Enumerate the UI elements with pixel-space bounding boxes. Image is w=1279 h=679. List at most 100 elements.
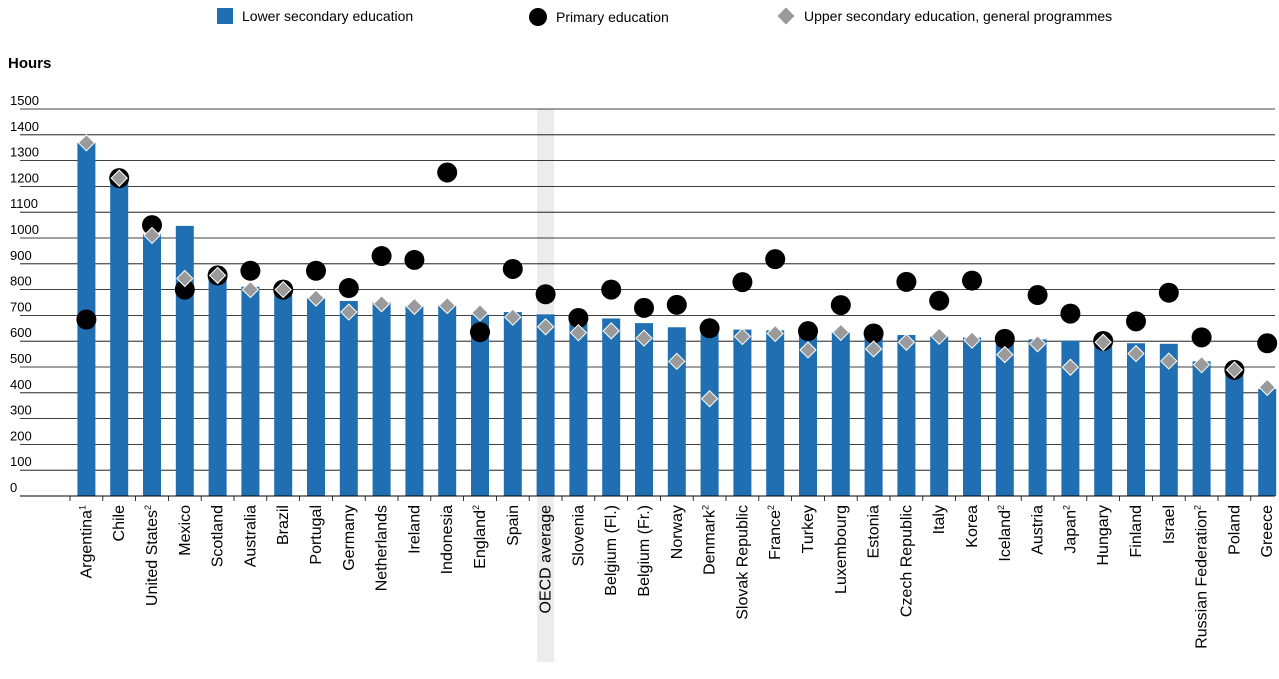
legend-label-lower-secondary: Lower secondary education [242,8,414,24]
bar [1225,369,1244,496]
x-tick-label: Mexico [177,505,194,556]
upper-secondary-diamond [536,318,555,336]
bar [274,289,293,496]
upper-secondary-diamond [930,327,948,346]
bar [438,305,457,496]
bar [503,312,522,496]
primary-dot [1126,311,1146,332]
x-tick-label: Italy [931,505,948,534]
legend-swatch-bar [217,8,233,24]
x-tick-label-footnote: 2 [1061,505,1071,510]
bar [339,300,358,496]
x-tick-label-footnote: 2 [766,505,776,510]
legend-label-primary: Primary education [556,9,669,25]
x-tick-label-footnote: 2 [471,505,481,510]
primary-dot [798,321,818,342]
bar [635,323,653,496]
y-tick-label: 1000 [10,222,39,237]
upper-secondary-diamond [143,226,161,245]
upper-secondary-diamond [208,266,227,285]
x-tick-label: Brazil [275,505,292,545]
bar [667,327,686,496]
bar [1094,340,1113,496]
y-tick-label: 0 [10,480,17,495]
x-tick-label: Norway [669,505,686,559]
bar [799,333,817,496]
primary-dot [863,323,884,344]
x-tick-label: Indonesia [439,505,456,574]
upper-secondary-diamond [1094,333,1112,351]
bar [208,275,227,496]
primary-dot [666,294,687,315]
x-tick-label: Belgium (Fl.) [603,505,620,596]
primary-dot [601,279,622,300]
y-tick-label: 1400 [10,119,39,134]
upper-secondary-diamond [963,331,981,349]
primary-dot [1027,285,1048,306]
x-tick-label-footnote: 1 [77,505,87,510]
primary-dot [535,284,556,305]
bar [1127,343,1145,496]
upper-secondary-diamond [766,324,784,343]
x-tick-label: Germany [341,505,358,571]
upper-secondary-diamond [471,304,489,322]
y-tick-label: 1300 [10,145,39,160]
bar [471,314,489,496]
primary-dot [634,297,654,318]
x-tick-label: OECD average [538,505,555,614]
y-tick-label: 1200 [10,170,39,185]
y-tick-label: 1500 [10,93,39,108]
upper-secondary-diamond [996,345,1014,364]
primary-dot [732,272,753,293]
x-tick-label-footnote: 2 [143,505,153,510]
primary-dot [76,309,97,330]
bar [1061,340,1080,496]
primary-dot [174,279,195,300]
upper-secondary-diamond [733,327,752,346]
upper-secondary-diamond [700,390,719,408]
primary-dot [962,270,982,291]
bar [700,328,719,496]
x-tick-label: France2 [766,505,784,560]
bar [831,332,850,496]
x-tick-label: Hungary [1095,505,1112,565]
primary-dot [306,260,326,281]
bar [897,335,916,496]
bar [110,178,129,497]
y-axis-title: Hours [8,55,52,72]
x-tick-label: Israel [1161,505,1178,544]
upper-secondary-diamond [438,296,456,315]
y-tick-label: 100 [10,454,32,469]
x-tick-label: Russian Federation2 [1193,505,1211,649]
primary-dot [830,295,851,316]
upper-secondary-diamond [897,333,916,351]
upper-secondary-diamond [569,323,588,342]
y-tick-label: 400 [10,377,32,392]
upper-secondary-diamond [799,341,817,359]
legend-item-lower-secondary: Lower secondary education [217,8,413,24]
x-tick-label: Turkey [800,505,817,553]
upper-secondary-diamond [1127,344,1145,363]
upper-secondary-diamond [405,297,424,316]
bar [1192,361,1211,496]
primary-dot [142,215,162,236]
legend-item-upper-secondary: Upper secondary education, general progr… [777,7,1113,25]
primary-dot [470,322,490,343]
primary-dot [240,260,261,281]
x-tick-label-footnote: 2 [1193,505,1203,510]
primary-dot [765,249,786,270]
upper-secondary-diamond [176,269,194,288]
x-tick-label: Ireland [406,505,423,554]
upper-secondary-diamond [832,323,850,342]
upper-secondary-diamond [1258,378,1276,397]
legend-label-upper-secondary: Upper secondary education, general progr… [804,8,1113,24]
x-tick-label: Scotland [210,505,227,567]
bar [1159,343,1178,496]
x-tick-label: Argentina1 [77,505,95,579]
x-tick-label: Japan2 [1061,505,1079,554]
y-tick-label: 900 [10,248,32,263]
legend-swatch-dot [529,8,547,26]
upper-secondary-diamond [1061,358,1080,376]
primary-dot [338,278,359,299]
